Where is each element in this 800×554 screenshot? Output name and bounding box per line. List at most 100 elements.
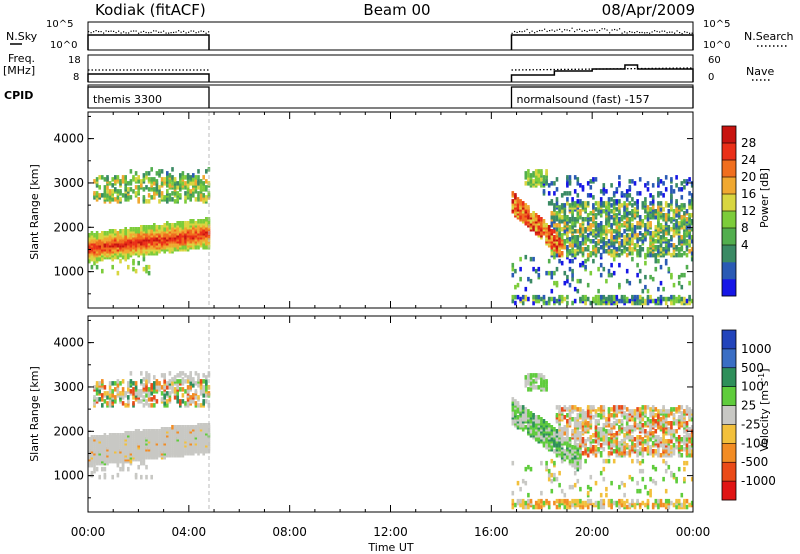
- heatmap-cell: [150, 167, 153, 172]
- heatmap-cell: [529, 411, 533, 416]
- heatmap-cell: [558, 258, 561, 264]
- heatmap-cell: [95, 177, 99, 182]
- heatmap-cell: [179, 193, 182, 198]
- heatmap-cell: [566, 191, 569, 196]
- heatmap-cell: [532, 300, 535, 306]
- heatmap-cell: [641, 288, 645, 294]
- heatmap-cell: [189, 195, 192, 200]
- heatmap-cell: [179, 425, 182, 430]
- heatmap-cell: [628, 502, 632, 508]
- heatmap-cell: [189, 425, 192, 430]
- heatmap-cell: [181, 381, 185, 386]
- heatmap-cell: [147, 387, 151, 392]
- heatmap-cell: [594, 409, 598, 414]
- heatmap-cell: [685, 231, 689, 236]
- heatmap-cell: [150, 403, 153, 408]
- heatmap-cell: [680, 181, 684, 186]
- xtick-label: 00:00: [676, 525, 711, 539]
- heatmap-cell: [555, 217, 559, 222]
- nsearch-dot: [511, 32, 513, 34]
- heatmap-cell: [98, 397, 101, 402]
- heatmap-cell: [524, 480, 528, 486]
- heatmap-cell: [205, 169, 208, 174]
- heatmap-cell: [646, 498, 650, 504]
- heatmap-cell: [171, 223, 174, 228]
- heatmap-cell: [568, 179, 572, 184]
- heatmap-cell: [555, 211, 559, 216]
- heatmap-cell: [579, 464, 582, 470]
- nsearch-dot: [170, 32, 172, 34]
- heatmap-cell: [147, 225, 151, 230]
- heatmap-cell: [670, 193, 673, 198]
- heatmap-cell: [534, 415, 538, 420]
- heatmap-cell: [119, 229, 122, 234]
- heatmap-cell: [189, 189, 192, 194]
- heatmap-cell: [620, 451, 624, 456]
- heatmap-cell: [592, 415, 595, 420]
- heatmap-cell: [657, 249, 660, 254]
- heatmap-cell: [558, 425, 561, 430]
- heatmap-cell: [576, 199, 580, 204]
- heatmap-cell: [618, 247, 621, 252]
- heatmap-cell: [147, 187, 151, 192]
- heatmap-cell: [581, 247, 585, 252]
- nsearch-dot: [524, 30, 526, 32]
- heatmap-cell: [683, 296, 686, 302]
- heatmap-cell: [537, 298, 541, 304]
- heatmap-cell: [566, 300, 569, 306]
- heatmap-cell: [636, 243, 639, 248]
- heatmap-cell: [176, 181, 179, 186]
- heatmap-cell: [612, 256, 616, 262]
- heatmap-cell: [599, 189, 603, 194]
- heatmap-cell: [688, 449, 691, 454]
- heatmap-cell: [103, 472, 107, 478]
- heatmap-cell: [579, 413, 582, 418]
- heatmap-cell: [537, 385, 541, 390]
- heatmap-cell: [646, 504, 650, 510]
- heatmap-cell: [160, 427, 164, 432]
- heatmap-cell: [605, 229, 608, 234]
- heatmap-cell: [589, 405, 593, 410]
- heatmap-cell: [625, 407, 629, 412]
- heatmap-cell: [514, 502, 517, 508]
- heatmap-cell: [662, 427, 665, 432]
- nsearch-dot: [165, 32, 167, 34]
- heatmap-cell: [628, 217, 632, 222]
- heatmap-cell: [124, 193, 127, 198]
- heatmap-cell: [670, 407, 673, 412]
- heatmap-cell: [651, 417, 655, 422]
- nsearch-dot: [88, 31, 90, 33]
- cpid-segment-0: [87, 86, 210, 108]
- heatmap-cell: [651, 199, 655, 204]
- heatmap-cell: [659, 264, 663, 270]
- heatmap-cell: [592, 195, 595, 200]
- nsearch-dot: [521, 31, 523, 33]
- heatmap-cell: [644, 252, 647, 258]
- nsearch-dot: [208, 31, 210, 33]
- heatmap-cell: [519, 498, 522, 504]
- heatmap-cell: [571, 445, 574, 450]
- heatmap-cell: [116, 389, 120, 394]
- heatmap-cell: [202, 219, 205, 224]
- heatmap-cell: [181, 371, 185, 376]
- heatmap-cell: [654, 429, 658, 434]
- heatmap-cell: [571, 197, 574, 202]
- heatmap-cell: [675, 175, 678, 180]
- heatmap-cell: [670, 185, 673, 190]
- heatmap-cell: [610, 498, 613, 504]
- heatmap-cell: [545, 460, 548, 466]
- heatmap-cell: [670, 243, 673, 248]
- heatmap-cell: [527, 498, 530, 504]
- heatmap-cell: [672, 429, 676, 434]
- heatmap-cell: [186, 375, 190, 380]
- heatmap-cell: [527, 413, 530, 418]
- heatmap-cell: [657, 205, 660, 210]
- heatmap-cell: [654, 245, 658, 250]
- heatmap-cell: [677, 241, 681, 246]
- heatmap-cell: [555, 429, 559, 434]
- heatmap-cell: [654, 498, 658, 504]
- heatmap-cell: [599, 294, 603, 300]
- heatmap-cell: [654, 239, 658, 244]
- heatmap-cell: [597, 201, 600, 206]
- heatmap-cell: [659, 179, 663, 184]
